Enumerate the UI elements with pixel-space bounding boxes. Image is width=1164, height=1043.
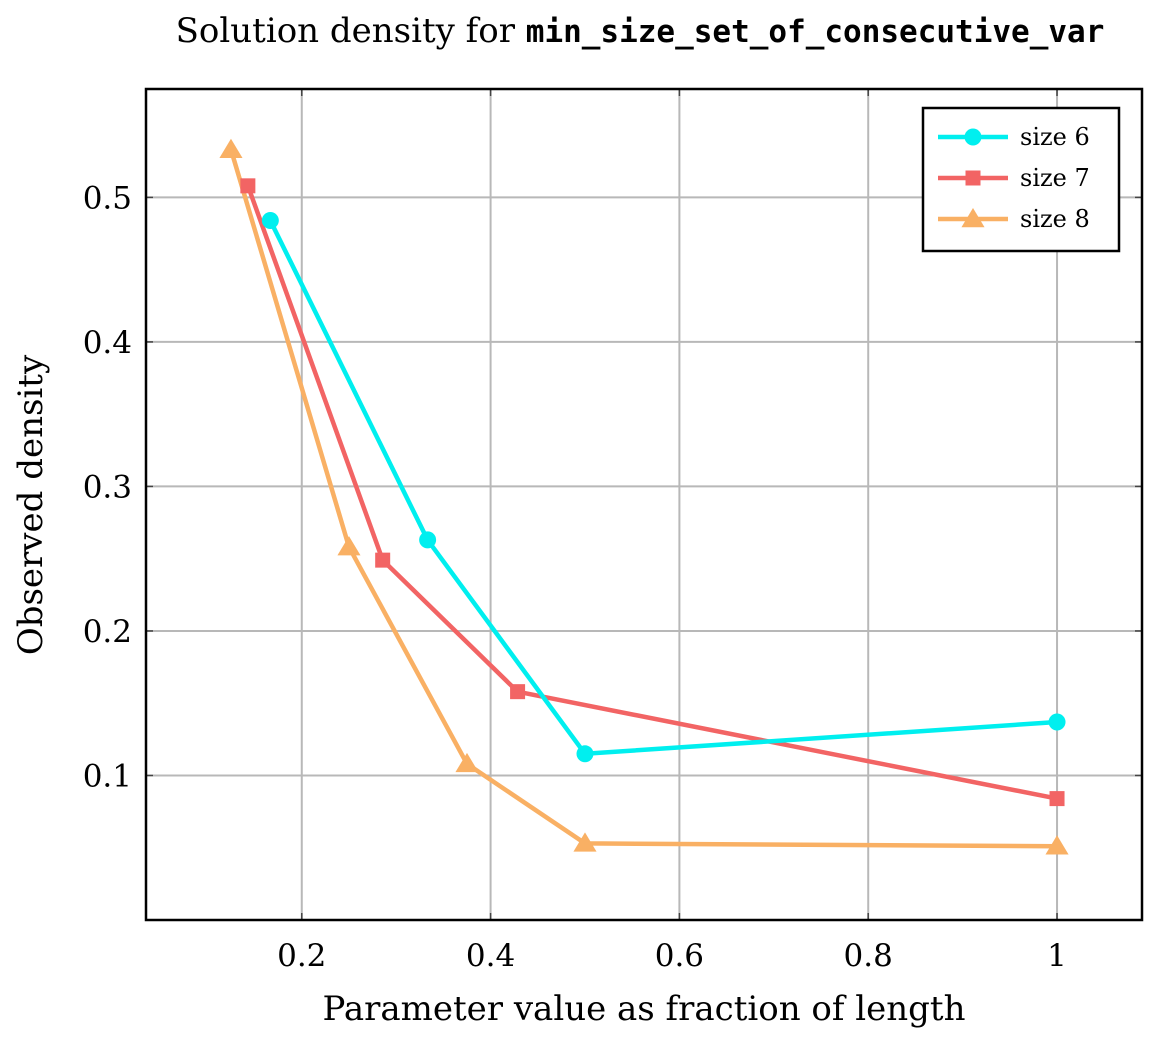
x-tick-label: 1 — [1047, 938, 1067, 974]
data-point — [964, 128, 982, 146]
series-size-8 — [219, 138, 1069, 855]
y-tick-label: 0.2 — [83, 614, 132, 650]
data-point — [1045, 835, 1069, 855]
legend-label: size 8 — [1020, 205, 1090, 233]
series-line — [228, 149, 1058, 849]
series-size-7 — [240, 178, 1065, 807]
y-tick-label: 0.1 — [83, 758, 132, 794]
legend: size 6 size 7 size 8 — [921, 106, 1121, 253]
series-line — [268, 219, 1058, 757]
legend-label: size 6 — [1020, 123, 1090, 151]
series-size-6 — [261, 212, 1066, 763]
data-point — [455, 752, 479, 773]
legend-entry: size 6 — [938, 123, 1090, 151]
data-point — [1048, 713, 1066, 731]
data-point — [1049, 791, 1065, 807]
data-point — [965, 170, 981, 186]
chart-title-prefix: Solution density for — [176, 11, 526, 51]
data-point — [573, 832, 597, 852]
legend-entry: size 7 — [938, 164, 1090, 192]
legend-entry: size 8 — [938, 205, 1090, 233]
data-point — [576, 745, 594, 763]
data-point — [337, 536, 361, 556]
x-tick-label: 0.8 — [844, 938, 893, 974]
legend-label: size 7 — [1020, 164, 1090, 192]
series-layer — [219, 138, 1069, 855]
y-tick-label: 0.3 — [83, 469, 132, 505]
data-point — [240, 178, 256, 194]
data-point — [375, 552, 391, 568]
x-axis-label: Parameter value as fraction of length — [323, 989, 966, 1029]
data-point — [219, 138, 243, 158]
x-tick-label: 0.4 — [466, 938, 515, 974]
series-line — [245, 185, 1058, 801]
y-tick-label: 0.4 — [83, 325, 132, 361]
y-tick-label: 0.5 — [83, 180, 132, 216]
chart-title-code: min_size_set_of_consecutive_var — [526, 14, 1105, 50]
data-point — [961, 208, 985, 228]
axis-ticks: 0.2 0.4 0.6 0.8 1 0.1 0.2 0.3 0.4 0.5 — [83, 89, 1142, 974]
data-point — [510, 684, 526, 700]
x-tick-label: 0.2 — [277, 938, 326, 974]
data-point — [419, 531, 437, 549]
plot-frame — [144, 87, 1144, 922]
chart-title: Solution density for min_size_set_of_con… — [176, 11, 1105, 51]
data-point — [261, 212, 279, 230]
y-axis-label: Observed density — [11, 354, 51, 655]
x-tick-label: 0.6 — [655, 938, 704, 974]
